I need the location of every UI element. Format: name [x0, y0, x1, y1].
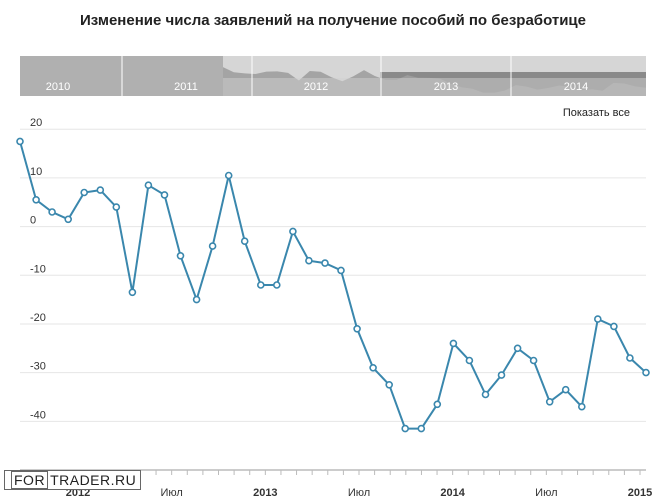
x-axis-ticks: 2012 Июл 2013 Июл 2014 Июл 2015	[66, 487, 652, 499]
data-point[interactable]	[32, 196, 40, 204]
navigator-years: 2010 2011 2012 2013 2014	[46, 56, 588, 96]
data-point[interactable]	[353, 324, 361, 333]
data-point[interactable]	[128, 288, 137, 297]
data-point[interactable]	[224, 171, 233, 180]
x-tick-label: 2015	[628, 487, 652, 499]
data-point[interactable]	[305, 256, 313, 265]
x-tick-label: 2013	[253, 487, 277, 499]
data-point[interactable]	[593, 315, 602, 323]
markers-group	[16, 137, 650, 433]
y-tick-label: 10	[30, 166, 42, 178]
data-point[interactable]	[256, 281, 265, 289]
grid	[20, 128, 646, 475]
data-point[interactable]	[401, 424, 410, 433]
data-point[interactable]	[417, 424, 426, 433]
chart-title: Изменение числа заявлений на получение п…	[79, 12, 586, 29]
y-axis-ticks: 20 10 0 -10 -20 -30 -40	[30, 117, 46, 421]
data-point[interactable]	[577, 402, 586, 411]
series-line	[19, 141, 647, 430]
y-tick-label: -20	[30, 312, 46, 324]
data-point[interactable]	[433, 400, 442, 409]
y-tick-label: -10	[30, 263, 46, 275]
data-point[interactable]	[449, 339, 458, 348]
x-tick-label: 2014	[440, 487, 465, 499]
navigator-year-label: 2013	[434, 81, 458, 93]
data-point[interactable]	[80, 188, 88, 197]
data-point[interactable]	[337, 266, 345, 275]
data-point[interactable]	[144, 181, 153, 189]
navigator-area	[223, 67, 646, 96]
data-point[interactable]	[497, 371, 506, 379]
data-point[interactable]	[561, 385, 570, 394]
data-point[interactable]	[481, 390, 490, 399]
data-point[interactable]	[610, 322, 618, 331]
x-tick-label: Июл	[535, 487, 557, 499]
data-point[interactable]	[176, 252, 185, 260]
show-all-button[interactable]: Показать все	[562, 107, 630, 119]
data-point[interactable]	[529, 356, 538, 365]
watermark-right: TRADER.RU	[50, 472, 137, 488]
data-point[interactable]	[16, 137, 24, 146]
x-tick-label: Июл	[348, 487, 370, 499]
data-point[interactable]	[48, 208, 56, 216]
data-point[interactable]	[240, 237, 249, 245]
data-point[interactable]	[369, 363, 377, 372]
data-point[interactable]	[192, 295, 201, 304]
data-point[interactable]	[272, 281, 281, 289]
data-point[interactable]	[96, 186, 105, 194]
navigator-window	[223, 78, 646, 96]
data-point[interactable]	[208, 242, 217, 250]
x-tick-label: 2012	[66, 487, 90, 499]
navigator-year-label: 2011	[174, 81, 198, 93]
data-point[interactable]	[385, 380, 394, 389]
data-point[interactable]	[545, 397, 554, 406]
navigator[interactable]: 2010 2011 2012 2013 2014	[20, 56, 646, 96]
y-tick-label: 0	[30, 215, 36, 227]
data-point[interactable]	[513, 344, 522, 353]
watermark-left: FOR	[11, 471, 49, 489]
watermark-logo: FOR TRADER.RU	[4, 470, 142, 490]
data-point[interactable]	[289, 227, 297, 236]
navigator-year-label: 2010	[46, 81, 70, 93]
y-tick-label: 20	[30, 117, 42, 129]
data-point[interactable]	[465, 356, 474, 365]
data-point[interactable]	[642, 368, 650, 377]
series-line-group	[19, 141, 647, 430]
data-point[interactable]	[64, 215, 72, 224]
x-tick-label: Июл	[160, 487, 182, 499]
data-point[interactable]	[160, 191, 169, 199]
navigator-year-label: 2014	[564, 81, 588, 93]
data-point[interactable]	[112, 203, 121, 211]
data-point[interactable]	[321, 259, 329, 267]
y-tick-label: -40	[30, 409, 46, 421]
data-point[interactable]	[626, 354, 634, 362]
navigator-year-label: 2012	[304, 81, 328, 93]
y-tick-label: -30	[30, 361, 46, 373]
